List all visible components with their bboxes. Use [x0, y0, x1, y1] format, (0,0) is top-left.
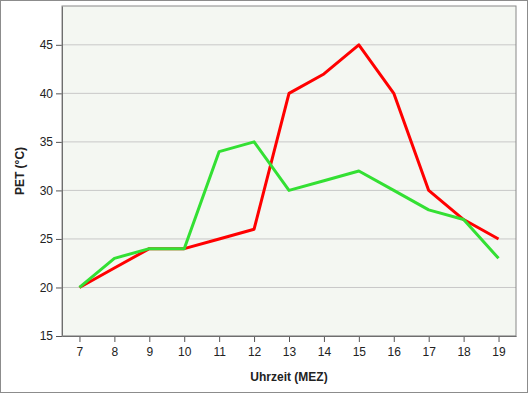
x-tick-label: 8 — [112, 345, 119, 359]
y-tick-label: 45 — [40, 38, 54, 52]
grid-line — [62, 238, 516, 239]
x-tick-label: 13 — [283, 345, 297, 359]
x-tick-mark — [149, 336, 150, 342]
x-tick: 12 — [248, 336, 262, 359]
y-tick-label: 25 — [40, 232, 54, 246]
y-tick-mark — [56, 190, 62, 191]
x-tick-label: 16 — [388, 345, 402, 359]
x-tick-mark — [429, 336, 430, 342]
series-line — [79, 45, 498, 288]
x-tick-mark — [394, 336, 395, 342]
x-tick-mark — [219, 336, 220, 342]
x-tick-mark — [254, 336, 255, 342]
series-line — [79, 142, 498, 288]
x-tick-label: 15 — [353, 345, 367, 359]
x-tick: 7 — [77, 336, 84, 359]
y-axis-title: PET (°C) — [13, 147, 27, 195]
plot-area — [62, 6, 516, 336]
x-tick: 9 — [146, 336, 153, 359]
x-axis-title: Uhrzeit (MEZ) — [250, 370, 327, 384]
y-tick-mark — [56, 287, 62, 288]
x-tick-label: 7 — [77, 345, 84, 359]
y-tick-mark — [56, 142, 62, 143]
x-tick: 17 — [423, 336, 437, 359]
y-axis: 15 20 25 30 35 40 45 — [40, 7, 63, 344]
x-tick-mark — [359, 336, 360, 342]
x-tick-mark — [114, 336, 115, 342]
y-tick: 15 — [40, 329, 62, 343]
y-tick: 40 — [40, 87, 62, 101]
grid-line — [62, 141, 516, 142]
y-tick-label: 35 — [40, 135, 54, 149]
x-tick-label: 17 — [423, 345, 437, 359]
x-tick-label: 10 — [178, 345, 192, 359]
y-tick-label: 15 — [40, 329, 54, 343]
chart: 7 8 9 10 11 12 13 14 15 16 17 18 19 15 20 25 30 35 40 45 Uhr… — [0, 0, 528, 393]
x-tick-mark — [289, 336, 290, 342]
y-tick-mark — [56, 336, 62, 337]
y-tick-label: 40 — [40, 87, 54, 101]
x-tick: 14 — [318, 336, 332, 359]
x-axis: 7 8 9 10 11 12 13 14 15 16 17 18 19 — [63, 336, 517, 359]
y-tick: 25 — [40, 232, 62, 246]
lines — [79, 45, 498, 288]
grid — [62, 45, 516, 336]
x-tick: 13 — [283, 336, 297, 359]
x-tick: 19 — [492, 336, 506, 359]
y-tick: 35 — [40, 135, 62, 149]
x-tick-mark — [79, 336, 80, 342]
x-tick: 18 — [457, 336, 471, 359]
x-tick-label: 9 — [146, 345, 153, 359]
x-tick-label: 18 — [457, 345, 471, 359]
y-tick: 30 — [40, 184, 62, 198]
x-tick-label: 11 — [213, 345, 226, 359]
y-tick-mark — [56, 45, 62, 46]
x-tick-label: 14 — [318, 345, 332, 359]
y-tick: 45 — [40, 38, 62, 52]
grid-line — [62, 287, 516, 288]
x-tick-mark — [464, 336, 465, 342]
x-tick: 10 — [178, 336, 192, 359]
x-tick: 15 — [353, 336, 367, 359]
y-tick-label: 30 — [40, 184, 54, 198]
x-tick: 8 — [112, 336, 119, 359]
background — [1, 1, 528, 393]
plot-frame — [62, 6, 516, 336]
y-tick-mark — [56, 239, 62, 240]
y-tick-mark — [56, 93, 62, 94]
x-tick-mark — [499, 336, 500, 342]
x-tick-mark — [184, 336, 185, 342]
x-tick: 16 — [388, 336, 402, 359]
grid-line — [62, 44, 516, 45]
x-tick-label: 12 — [248, 345, 262, 359]
y-tick: 20 — [40, 281, 62, 295]
x-tick: 11 — [213, 336, 226, 359]
x-tick-label: 19 — [492, 345, 506, 359]
y-tick-label: 20 — [40, 281, 54, 295]
x-tick-mark — [324, 336, 325, 342]
